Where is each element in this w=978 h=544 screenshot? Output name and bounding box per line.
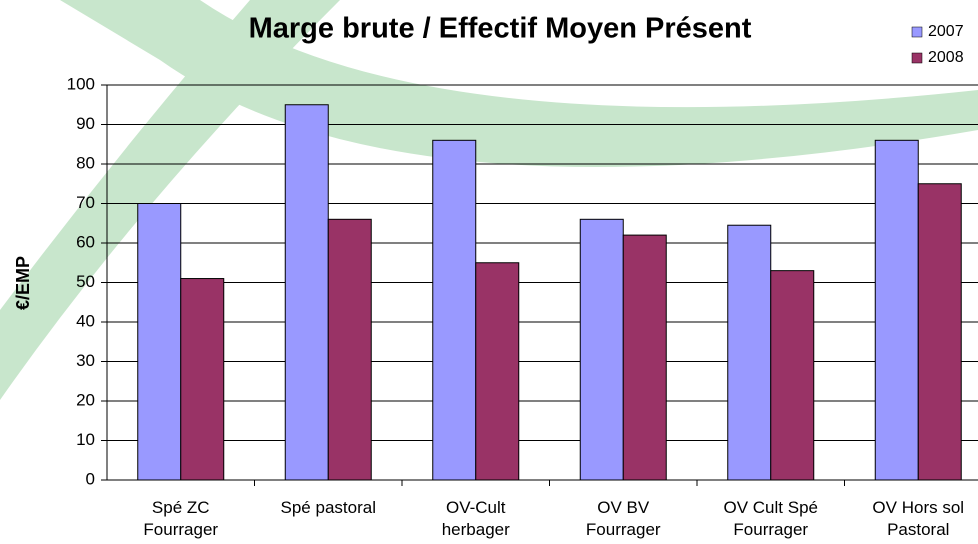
y-axis-label: €/EMP	[13, 256, 33, 310]
y-tick-label: 40	[76, 311, 95, 330]
page: Marge brute / Effectif Moyen Présent €/E…	[0, 0, 978, 544]
legend-label: 2008	[928, 49, 964, 66]
bar	[918, 184, 961, 480]
bar	[728, 225, 771, 480]
bar	[138, 204, 181, 481]
legend-swatch	[912, 53, 922, 63]
y-tick-label: 100	[67, 74, 95, 93]
y-tick-label: 30	[76, 351, 95, 370]
y-tick-label: 50	[76, 272, 95, 291]
chart: Marge brute / Effectif Moyen Présent €/E…	[0, 0, 978, 544]
x-tick-label: OV Hors sol Pastoral	[848, 497, 978, 541]
chart-title: Marge brute / Effectif Moyen Présent	[249, 13, 752, 45]
bar	[875, 140, 918, 480]
x-tick-label: OV Cult Spé Fourrager	[701, 497, 841, 541]
legend-swatch	[912, 27, 922, 37]
x-tick-label: OV-Cult herbager	[406, 497, 546, 541]
y-tick-label: 60	[76, 232, 95, 251]
x-tick-label: Spé pastoral	[258, 497, 398, 519]
bar	[433, 140, 476, 480]
bar	[328, 219, 371, 480]
y-tick-label: 0	[86, 469, 95, 488]
y-tick-label: 90	[76, 114, 95, 133]
bar	[580, 219, 623, 480]
bar	[771, 271, 814, 480]
y-tick-label: 20	[76, 390, 95, 409]
y-tick-label: 80	[76, 153, 95, 172]
x-tick-label: OV BV Fourrager	[553, 497, 693, 541]
bar	[181, 279, 224, 480]
bar	[623, 235, 666, 480]
y-tick-label: 70	[76, 193, 95, 212]
bar	[476, 263, 519, 480]
bar	[285, 105, 328, 480]
y-tick-label: 10	[76, 430, 95, 449]
legend-label: 2007	[928, 23, 964, 40]
x-tick-label: Spé ZC Fourrager	[111, 497, 251, 541]
